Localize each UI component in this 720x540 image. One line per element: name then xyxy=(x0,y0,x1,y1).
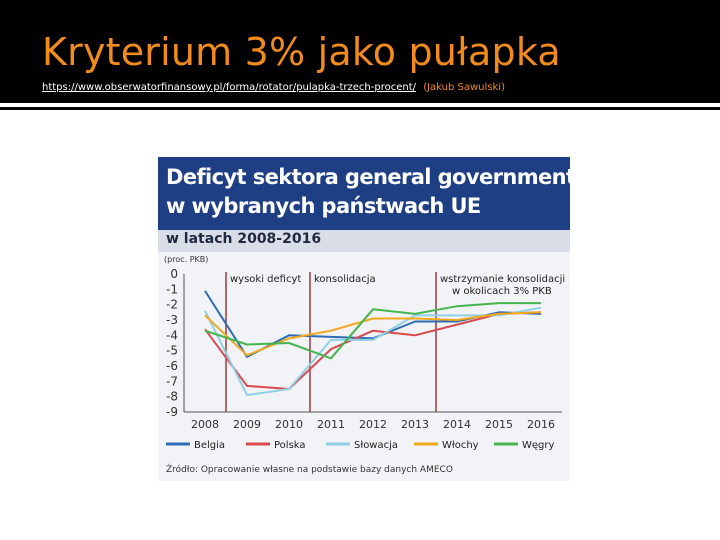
x-tick-label: 2009 xyxy=(233,418,261,431)
phase-label: wstrzymanie konsolidacji xyxy=(440,274,565,285)
phase-label: w okolicach 3% PKB xyxy=(452,286,552,297)
series-line xyxy=(204,311,542,390)
legend-label: Węgry xyxy=(522,440,554,451)
legend-label: Włochy xyxy=(442,440,479,451)
y-unit-label: (proc. PKB) xyxy=(164,255,208,264)
y-tick-label: -3 xyxy=(166,313,178,327)
y-tick-label: -6 xyxy=(166,359,178,373)
source-line: https://www.obserwatorfinansowy.pl/forma… xyxy=(42,82,505,93)
chart-title: Deficyt sektora general government w wyb… xyxy=(166,163,570,221)
header-divider-thick xyxy=(0,103,720,107)
chart-title-line-2: w wybranych państwach UE xyxy=(166,194,481,218)
phase-label: konsolidacja xyxy=(314,274,376,285)
y-tick-label: -7 xyxy=(166,374,178,388)
x-tick-label: 2008 xyxy=(191,418,219,431)
legend-label: Belgia xyxy=(194,440,225,451)
chart-subtitle: w latach 2008-2016 xyxy=(166,231,322,247)
chart-title-band xyxy=(158,157,570,230)
x-tick-label: 2010 xyxy=(275,418,303,431)
chart-subtitle-band xyxy=(158,230,570,252)
series-line xyxy=(204,302,541,360)
legend-label: Słowacja xyxy=(354,440,398,451)
x-tick-label: 2013 xyxy=(401,418,429,431)
source-author: (Jakub Sawulski) xyxy=(423,82,505,93)
y-tick-label: -8 xyxy=(166,390,178,404)
chart-title-line-1: Deficyt sektora general government xyxy=(166,165,570,189)
legend-label: Polska xyxy=(274,440,306,451)
y-tick-label: -5 xyxy=(166,344,178,358)
chart-figure: Deficyt sektora general government w wyb… xyxy=(158,157,570,481)
x-tick-label: 2011 xyxy=(317,418,345,431)
x-tick-label: 2012 xyxy=(359,418,387,431)
y-tick-label: -4 xyxy=(166,328,178,342)
x-tick-label: 2016 xyxy=(527,418,555,431)
series-line xyxy=(204,290,542,358)
y-tick-label: -2 xyxy=(166,298,178,312)
slide-title: Kryterium 3% jako pułapka xyxy=(42,30,561,74)
header-divider-thin xyxy=(0,110,720,111)
phase-label: wysoki deficyt xyxy=(230,274,301,285)
y-tick-label: 0 xyxy=(170,267,178,281)
series-line xyxy=(204,311,542,357)
line-chart: (proc. PKB) 0-1 -2-3-4 -5-6-7 -8-9 wysoki def… xyxy=(164,255,565,475)
source-note: Źródło: Opracowanie własne na podstawie … xyxy=(166,463,453,475)
y-tick-label: -1 xyxy=(166,282,178,296)
x-tick-label: 2014 xyxy=(443,418,471,431)
y-tick-label: -9 xyxy=(166,405,178,419)
x-tick-label: 2015 xyxy=(485,418,513,431)
source-link[interactable]: https://www.obserwatorfinansowy.pl/forma… xyxy=(42,82,417,93)
